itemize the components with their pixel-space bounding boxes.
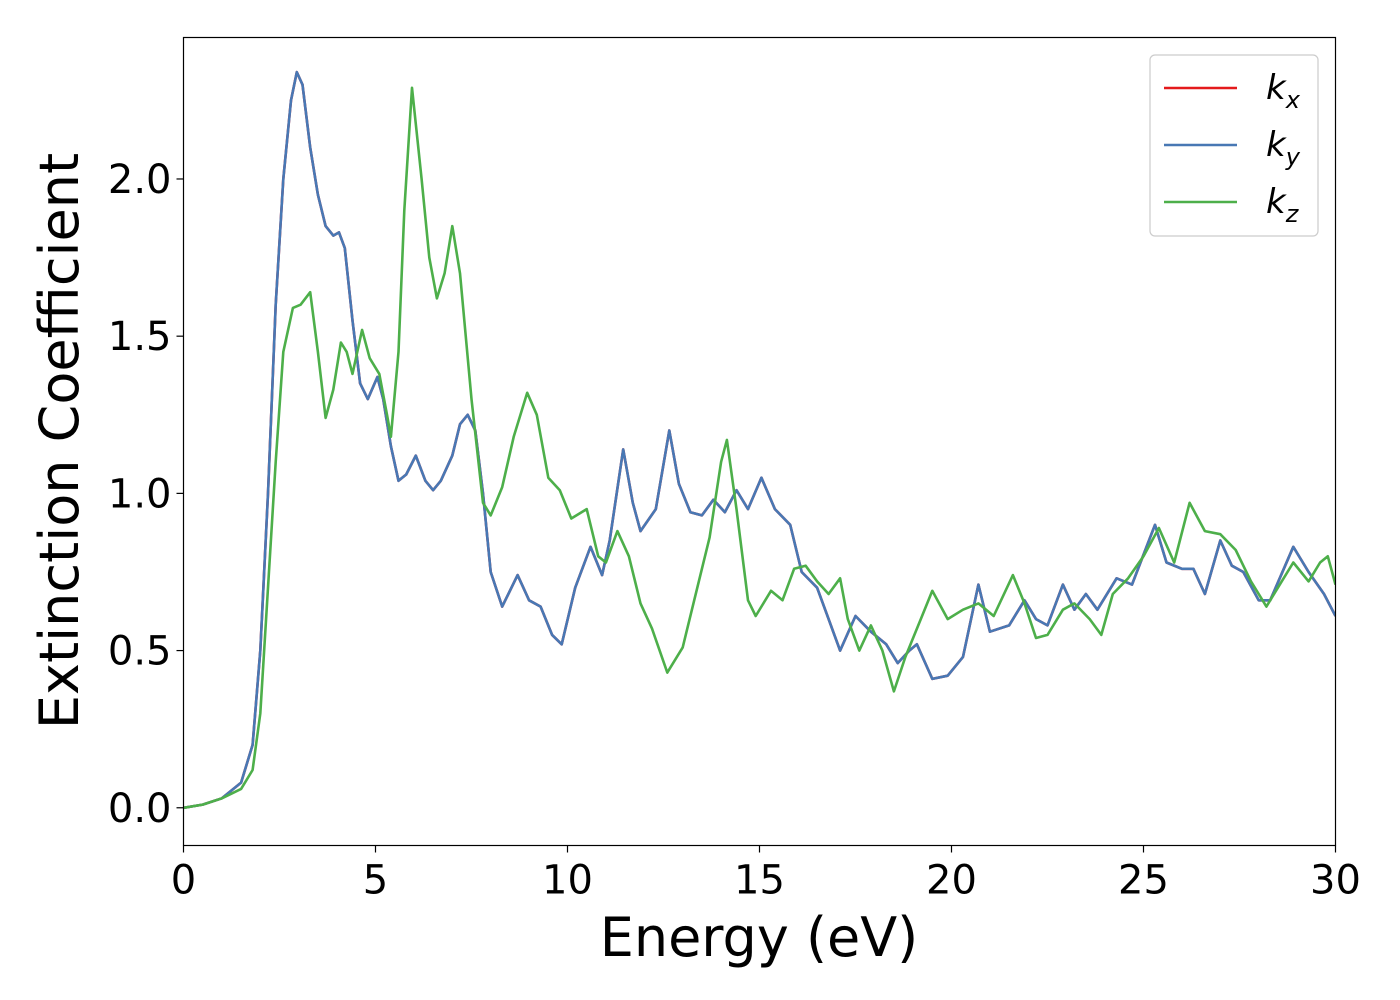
series-line-ky [183, 70, 1336, 810]
series-line-kz [183, 86, 1336, 810]
x-axis-ticks: 0 5 10 15 20 25 30 [171, 845, 1361, 904]
legend: kx ky kz [1149, 54, 1319, 237]
x-tick-label: 20 [926, 858, 977, 904]
legend-items: kx ky kz [1164, 68, 1301, 228]
x-tick-label: 0 [171, 858, 196, 904]
x-tick-label: 10 [542, 858, 593, 904]
y-tick-label: 0.0 [108, 786, 172, 832]
y-tick-label: 2.0 [108, 157, 172, 203]
y-tick-label: 1.5 [108, 314, 172, 360]
x-tick-label: 30 [1310, 858, 1361, 904]
y-tick-label: 0.5 [108, 629, 172, 675]
legend-label-kz: kz [1266, 182, 1300, 228]
y-axis-ticks: 0.0 0.5 1.0 1.5 2.0 [108, 157, 184, 832]
y-tick-label: 1.0 [108, 471, 172, 517]
x-tick-label: 5 [363, 858, 388, 904]
x-tick-label: 15 [734, 858, 785, 904]
legend-label-ky: ky [1266, 125, 1301, 171]
x-axis-label: Energy (eV) [600, 906, 919, 969]
y-axis-label: Extinction Coefficient [28, 153, 91, 729]
x-tick-label: 25 [1118, 858, 1169, 904]
series-layer [183, 70, 1336, 810]
legend-label-kx: kx [1266, 68, 1301, 114]
